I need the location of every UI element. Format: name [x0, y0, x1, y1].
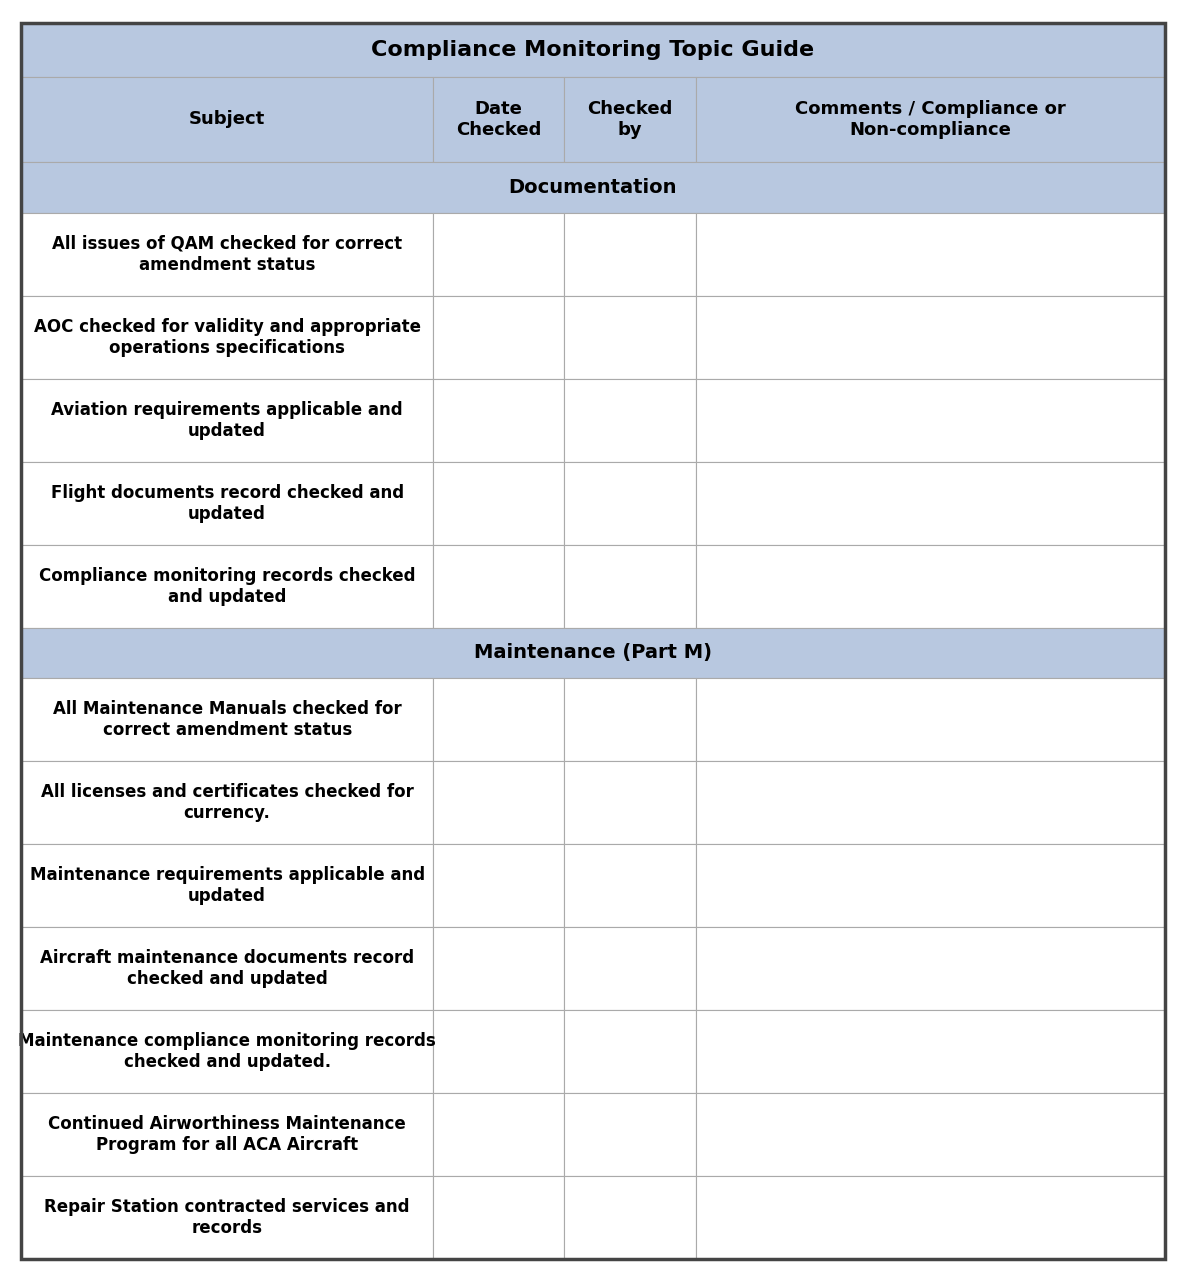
- Bar: [696, 1176, 1165, 1259]
- Bar: [433, 213, 565, 296]
- Bar: [696, 296, 1165, 378]
- Bar: [21, 845, 433, 927]
- Text: Repair Station contracted services and
records: Repair Station contracted services and r…: [44, 1199, 410, 1237]
- Text: Continued Airworthiness Maintenance
Program for all ACA Aircraft: Continued Airworthiness Maintenance Prog…: [49, 1115, 406, 1154]
- Bar: [565, 927, 696, 1010]
- Bar: [21, 296, 433, 378]
- Bar: [21, 23, 1165, 77]
- Bar: [565, 545, 696, 628]
- Text: Maintenance compliance monitoring records
checked and updated.: Maintenance compliance monitoring record…: [18, 1032, 436, 1070]
- Bar: [433, 378, 565, 462]
- Bar: [565, 678, 696, 762]
- Bar: [565, 762, 696, 845]
- Bar: [696, 545, 1165, 628]
- Text: Comments / Compliance or
Non-compliance: Comments / Compliance or Non-compliance: [795, 100, 1066, 138]
- Bar: [21, 213, 433, 296]
- Bar: [21, 678, 433, 762]
- Text: Flight documents record checked and
updated: Flight documents record checked and upda…: [51, 483, 403, 523]
- Bar: [565, 462, 696, 545]
- Bar: [21, 77, 433, 163]
- Bar: [21, 545, 433, 628]
- Bar: [696, 213, 1165, 296]
- Bar: [696, 378, 1165, 462]
- Text: Checked
by: Checked by: [587, 100, 672, 138]
- Bar: [433, 545, 565, 628]
- Bar: [21, 378, 433, 462]
- Text: Compliance monitoring records checked
and updated: Compliance monitoring records checked an…: [39, 567, 415, 605]
- Bar: [433, 296, 565, 378]
- Bar: [21, 762, 433, 845]
- Bar: [696, 762, 1165, 845]
- Text: Documentation: Documentation: [509, 178, 677, 197]
- Bar: [21, 462, 433, 545]
- Bar: [565, 378, 696, 462]
- Bar: [433, 678, 565, 762]
- Text: All Maintenance Manuals checked for
correct amendment status: All Maintenance Manuals checked for corr…: [52, 700, 402, 740]
- Bar: [565, 1176, 696, 1259]
- Bar: [565, 1010, 696, 1094]
- Text: Date
Checked: Date Checked: [455, 100, 541, 138]
- Text: All licenses and certificates checked for
currency.: All licenses and certificates checked fo…: [40, 783, 414, 822]
- Bar: [433, 1176, 565, 1259]
- Text: Maintenance (Part M): Maintenance (Part M): [474, 644, 712, 663]
- Bar: [696, 1010, 1165, 1094]
- Bar: [21, 1010, 433, 1094]
- Bar: [433, 1094, 565, 1176]
- Text: Compliance Monitoring Topic Guide: Compliance Monitoring Topic Guide: [371, 40, 815, 60]
- Bar: [565, 845, 696, 927]
- Bar: [696, 678, 1165, 762]
- Bar: [565, 213, 696, 296]
- Text: Maintenance requirements applicable and
updated: Maintenance requirements applicable and …: [30, 867, 425, 905]
- Bar: [433, 77, 565, 163]
- Bar: [433, 462, 565, 545]
- Bar: [21, 628, 1165, 678]
- Bar: [696, 1094, 1165, 1176]
- Bar: [565, 77, 696, 163]
- Bar: [696, 77, 1165, 163]
- Bar: [433, 845, 565, 927]
- Bar: [21, 927, 433, 1010]
- Bar: [565, 1094, 696, 1176]
- Text: AOC checked for validity and appropriate
operations specifications: AOC checked for validity and appropriate…: [33, 318, 421, 356]
- Bar: [433, 762, 565, 845]
- Bar: [433, 927, 565, 1010]
- Bar: [21, 1094, 433, 1176]
- Bar: [433, 1010, 565, 1094]
- Text: Aircraft maintenance documents record
checked and updated: Aircraft maintenance documents record ch…: [40, 949, 414, 988]
- Bar: [21, 163, 1165, 213]
- Bar: [696, 462, 1165, 545]
- Bar: [696, 927, 1165, 1010]
- Bar: [696, 845, 1165, 927]
- Bar: [565, 296, 696, 378]
- Text: All issues of QAM checked for correct
amendment status: All issues of QAM checked for correct am…: [52, 235, 402, 274]
- Bar: [21, 1176, 433, 1259]
- Text: Aviation requirements applicable and
updated: Aviation requirements applicable and upd…: [51, 401, 403, 440]
- Text: Subject: Subject: [189, 110, 266, 128]
